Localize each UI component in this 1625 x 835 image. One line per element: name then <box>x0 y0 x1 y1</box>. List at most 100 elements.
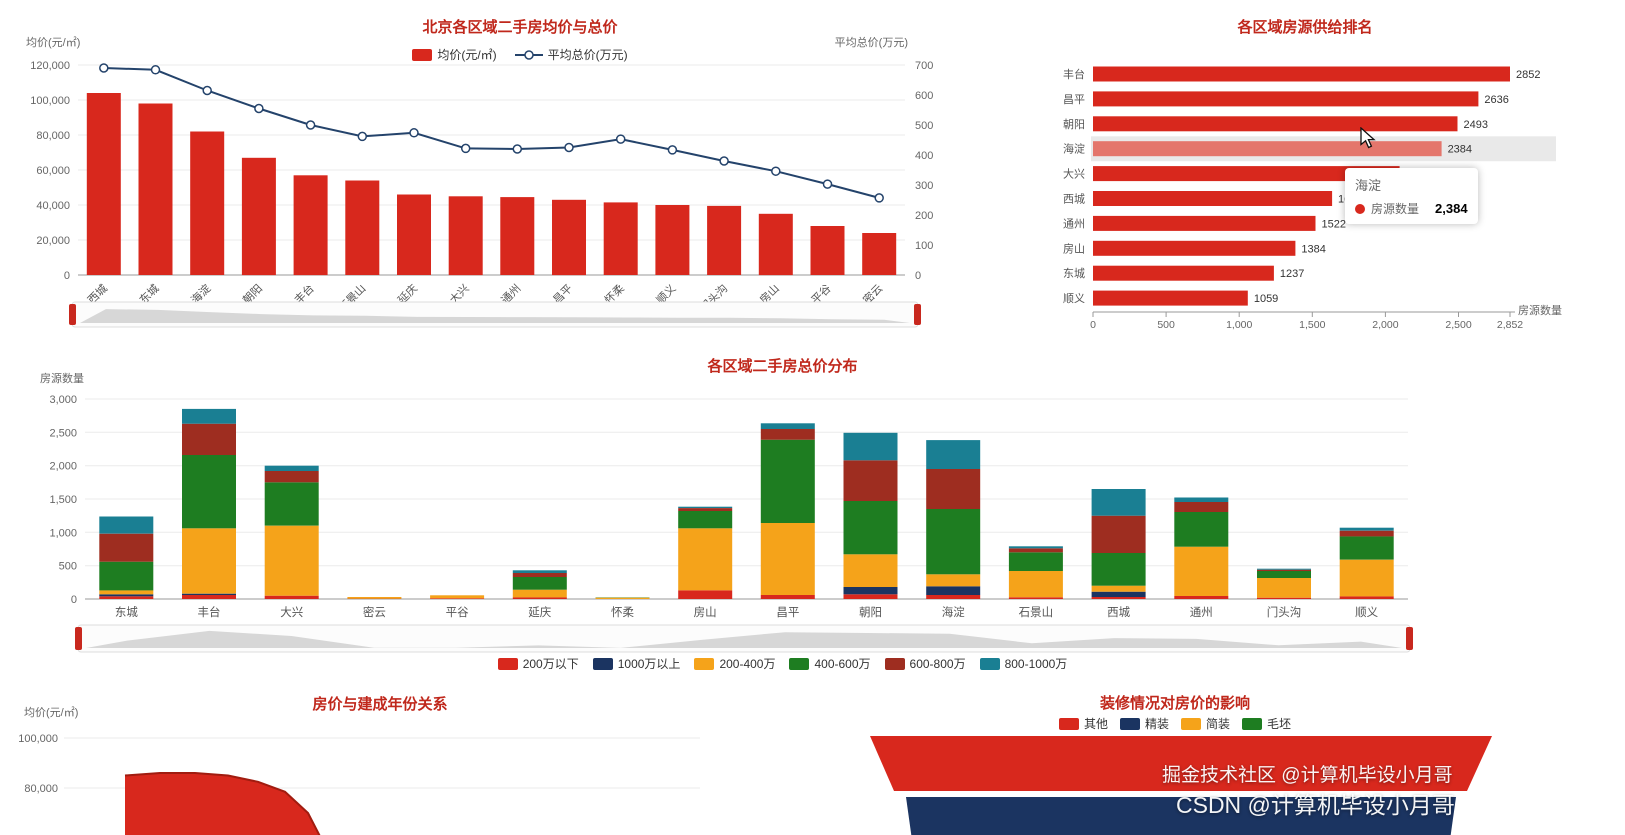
stack-朝阳-1000万以上[interactable] <box>843 587 898 595</box>
stack-顺义-200万以下[interactable] <box>1339 596 1394 599</box>
stack-朝阳-600-800万[interactable] <box>843 460 898 501</box>
line-point-密云[interactable] <box>874 193 884 203</box>
bar-门头沟[interactable] <box>707 205 742 275</box>
stack-顺义-800-1000万[interactable] <box>1339 527 1394 531</box>
funnel-segment-精装[interactable] <box>906 797 1456 835</box>
stack-延庆-200-400万[interactable] <box>512 589 567 598</box>
stack-密云-200-400万[interactable] <box>347 597 402 599</box>
bar-延庆[interactable] <box>397 194 431 276</box>
stack-丰台-400-600万[interactable] <box>182 455 236 529</box>
stack-门头沟-800-1000万[interactable] <box>1257 568 1311 570</box>
stack-平谷-200万以下[interactable] <box>430 598 485 599</box>
stack-朝阳-800-1000万[interactable] <box>843 432 898 461</box>
hbar-丰台[interactable] <box>1093 66 1510 82</box>
stack-大兴-200万以下[interactable] <box>264 595 319 599</box>
stack-大兴-400-600万[interactable] <box>264 482 319 526</box>
stack-延庆-400-600万[interactable] <box>512 577 567 590</box>
stack-海淀-800-1000万[interactable] <box>926 440 981 469</box>
chart-price-by-year[interactable]: 100,000 80,000 均价(元/㎡) <box>0 690 760 835</box>
stack-丰台-200-400万[interactable] <box>182 528 236 594</box>
stack-东城-600-800万[interactable] <box>99 533 154 562</box>
stack-大兴-600-800万[interactable] <box>264 471 319 483</box>
stack-海淀-200-400万[interactable] <box>926 574 981 587</box>
stack-房山-600-800万[interactable] <box>678 508 733 511</box>
stack-丰台-800-1000万[interactable] <box>182 408 236 424</box>
bar-朝阳[interactable] <box>241 157 276 276</box>
bar-顺义[interactable] <box>655 205 690 275</box>
legend-item-简装[interactable]: 简装 <box>1181 715 1230 732</box>
stack-平谷-200-400万[interactable] <box>430 595 485 599</box>
stack-大兴-800-1000万[interactable] <box>264 465 319 471</box>
legend-item-精装[interactable]: 精装 <box>1119 715 1169 732</box>
stack-门头沟-200-400万[interactable] <box>1257 578 1311 598</box>
stack-石景山-400-600万[interactable] <box>1008 552 1063 571</box>
legend-item-1000万以上[interactable]: 1000万以上 <box>592 655 680 672</box>
stack-石景山-200-400万[interactable] <box>1008 571 1063 598</box>
line-point-东城[interactable] <box>150 65 161 75</box>
legend-item-800-1000万[interactable]: 800-1000万 <box>979 655 1067 672</box>
hbar-西城[interactable] <box>1093 191 1333 206</box>
line-point-平谷[interactable] <box>822 179 833 189</box>
legend-item-毛坯[interactable]: 毛坯 <box>1242 715 1291 732</box>
stack-西城-200-400万[interactable] <box>1091 585 1146 592</box>
stack-西城-1000万以上[interactable] <box>1091 591 1146 597</box>
legend-item-600-800万[interactable]: 600-800万 <box>884 655 966 672</box>
hbar-朝阳[interactable] <box>1093 116 1458 132</box>
legend-item-total-price[interactable]: 平均总价(万元) <box>514 46 628 63</box>
stack-延庆-600-800万[interactable] <box>512 573 567 577</box>
price-year-area[interactable] <box>125 773 326 835</box>
stack-昌平-800-1000万[interactable] <box>760 423 815 429</box>
stack-门头沟-600-800万[interactable] <box>1257 569 1311 571</box>
stack-西城-600-800万[interactable] <box>1091 515 1146 553</box>
chart-avg-price-total[interactable]: 0 20,000 40,000 60,000 80,000 100,000 120,000 0… <box>0 0 935 335</box>
stack-石景山-200万以下[interactable] <box>1008 597 1063 599</box>
stack-顺义-400-600万[interactable] <box>1339 536 1394 560</box>
hbar-顺义[interactable] <box>1093 290 1248 306</box>
stack-西城-800-1000万[interactable] <box>1091 489 1146 516</box>
bar-海淀[interactable] <box>190 131 225 276</box>
bar-石景山[interactable] <box>345 180 380 276</box>
stack-东城-200万以下[interactable] <box>99 596 154 599</box>
chart-supply-ranking[interactable]: 丰台2852昌平2636朝阳2493海淀2384大兴2097西城1635通州15… <box>1040 8 1625 338</box>
line-point-顺义[interactable] <box>667 145 678 155</box>
stack-房山-800-1000万[interactable] <box>678 506 733 508</box>
zoom1-handle-right[interactable] <box>914 304 921 325</box>
legend-item-avg-price[interactable]: 均价(元/㎡) <box>412 46 497 63</box>
stack-东城-1000万以上[interactable] <box>99 594 154 597</box>
stack-房山-200-400万[interactable] <box>678 528 733 591</box>
stack-怀柔-200-400万[interactable] <box>595 597 650 599</box>
stack-石景山-800-1000万[interactable] <box>1008 546 1063 549</box>
stack-大兴-200-400万[interactable] <box>264 525 319 596</box>
stack-昌平-200万以下[interactable] <box>760 595 815 599</box>
bar-西城[interactable] <box>86 93 121 275</box>
stack-丰台-1000万以上[interactable] <box>182 593 236 595</box>
hbar-通州[interactable] <box>1093 215 1316 231</box>
stack-西城-200万以下[interactable] <box>1091 597 1146 599</box>
stack-丰台-200万以下[interactable] <box>182 595 236 599</box>
stack-海淀-400-600万[interactable] <box>926 509 981 575</box>
bar-房山[interactable] <box>758 213 793 276</box>
line-point-延庆[interactable] <box>409 128 419 138</box>
legend-item-400-600万[interactable]: 400-600万 <box>789 655 871 672</box>
line-point-房山[interactable] <box>771 166 781 176</box>
stack-门头沟-400-600万[interactable] <box>1257 571 1311 578</box>
stack-通州-800-1000万[interactable] <box>1174 497 1229 503</box>
line-point-朝阳[interactable] <box>254 103 264 114</box>
stack-门头沟-200万以下[interactable] <box>1257 597 1311 599</box>
stack-房山-200万以下[interactable] <box>678 590 733 599</box>
hbar-昌平[interactable] <box>1093 91 1479 107</box>
hbar-海淀[interactable] <box>1093 141 1442 157</box>
line-point-昌平[interactable] <box>564 142 574 153</box>
stack-通州-400-600万[interactable] <box>1174 512 1229 547</box>
line-point-石景山[interactable] <box>357 131 368 142</box>
line-point-丰台[interactable] <box>305 120 316 130</box>
stack-海淀-1000万以上[interactable] <box>926 586 981 595</box>
hbar-大兴[interactable] <box>1093 166 1400 182</box>
chart-decoration-effect[interactable] <box>860 690 1625 835</box>
stack-海淀-600-800万[interactable] <box>926 469 981 509</box>
line-point-大兴[interactable] <box>460 143 471 154</box>
line-point-海淀[interactable] <box>202 85 212 96</box>
stack-东城-200-400万[interactable] <box>99 590 154 595</box>
stack-朝阳-200万以下[interactable] <box>843 594 898 599</box>
stack-延庆-800-1000万[interactable] <box>512 570 567 573</box>
